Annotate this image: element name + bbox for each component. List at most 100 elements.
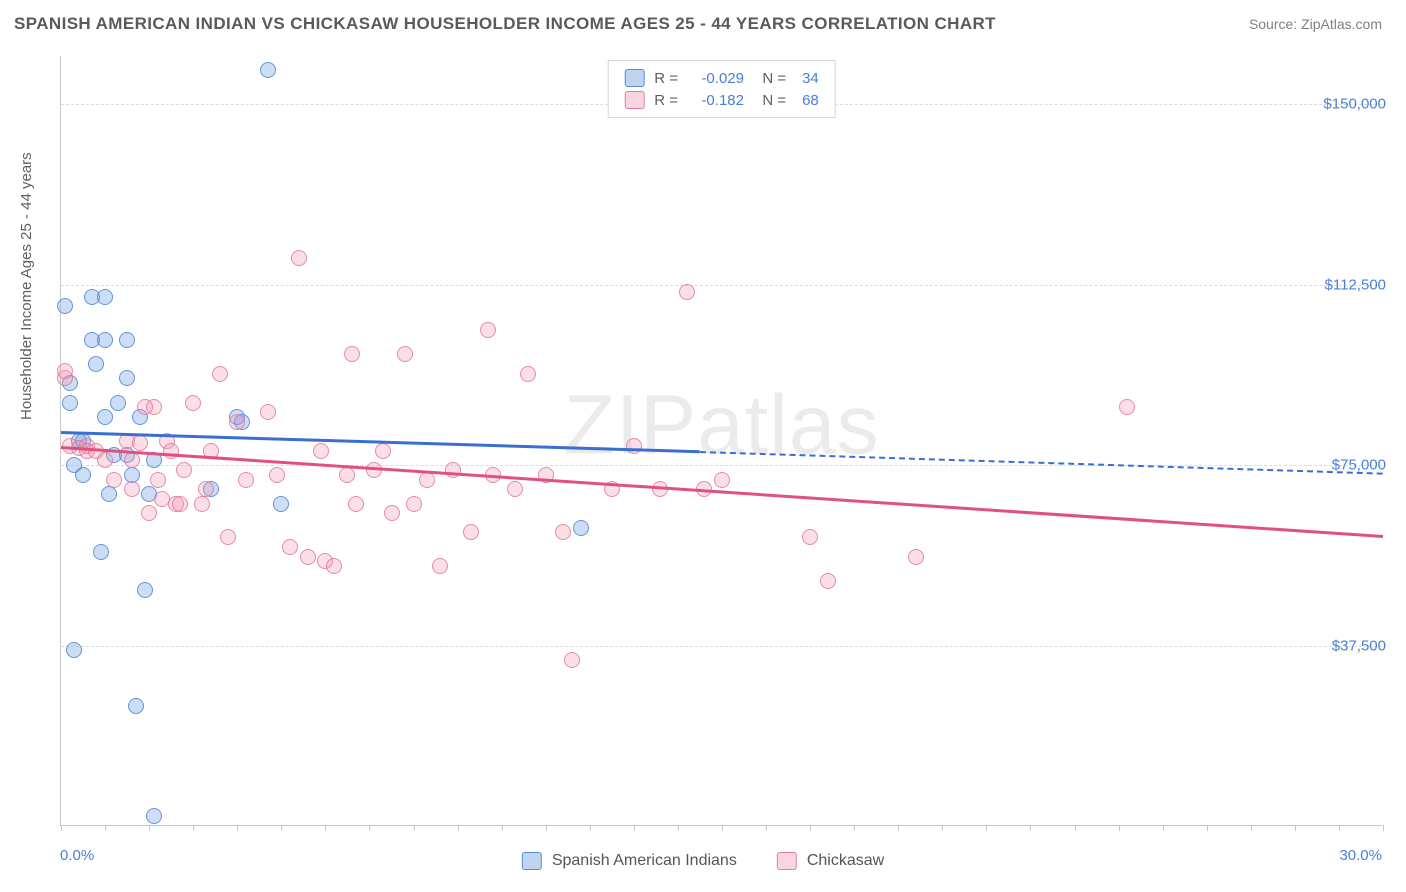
data-point-a <box>75 467 91 483</box>
y-axis-label: Householder Income Ages 25 - 44 years <box>18 152 35 420</box>
y-tick-label: $75,000 <box>1332 457 1386 474</box>
data-point-a <box>146 808 162 824</box>
data-point-a <box>128 698 144 714</box>
data-point-b <box>397 346 413 362</box>
y-tick-label: $37,500 <box>1332 637 1386 654</box>
swatch-a-icon <box>624 69 644 87</box>
source-label: Source: ZipAtlas.com <box>1249 16 1382 32</box>
x-axis-max-label: 30.0% <box>1339 847 1382 864</box>
x-tick <box>281 825 282 831</box>
x-tick <box>634 825 635 831</box>
n-label: N = <box>754 70 786 87</box>
x-axis-min-label: 0.0% <box>60 847 94 864</box>
data-point-a <box>137 582 153 598</box>
data-point-b <box>185 395 201 411</box>
data-point-a <box>62 395 78 411</box>
swatch-b-icon <box>777 852 797 870</box>
data-point-b <box>802 529 818 545</box>
r-label: R = <box>654 92 678 109</box>
stats-row-b: R = -0.182 N = 68 <box>624 89 819 111</box>
x-tick <box>502 825 503 831</box>
data-point-b <box>57 363 73 379</box>
swatch-b-icon <box>624 91 644 109</box>
x-tick <box>898 825 899 831</box>
y-tick-label: $150,000 <box>1323 96 1386 113</box>
legend-label-b: Chickasaw <box>807 852 884 870</box>
data-point-b <box>141 505 157 521</box>
data-point-b <box>229 414 245 430</box>
x-tick <box>810 825 811 831</box>
data-point-b <box>507 481 523 497</box>
x-tick <box>193 825 194 831</box>
x-tick <box>369 825 370 831</box>
x-tick <box>546 825 547 831</box>
data-point-b <box>260 404 276 420</box>
x-tick <box>678 825 679 831</box>
data-point-b <box>238 472 254 488</box>
data-point-b <box>220 529 236 545</box>
data-point-b <box>406 496 422 512</box>
data-point-b <box>626 438 642 454</box>
x-tick <box>942 825 943 831</box>
trend-line <box>61 446 1383 538</box>
data-point-b <box>326 558 342 574</box>
chart-header: SPANISH AMERICAN INDIAN VS CHICKASAW HOU… <box>0 0 1406 44</box>
data-point-a <box>97 409 113 425</box>
data-point-b <box>172 496 188 512</box>
x-tick <box>766 825 767 831</box>
x-tick <box>1251 825 1252 831</box>
x-tick <box>237 825 238 831</box>
data-point-a <box>57 298 73 314</box>
x-tick <box>105 825 106 831</box>
data-point-b <box>300 549 316 565</box>
data-point-b <box>463 524 479 540</box>
data-point-a <box>101 486 117 502</box>
x-tick <box>1163 825 1164 831</box>
n-value-b: 68 <box>802 92 819 109</box>
data-point-b <box>375 443 391 459</box>
chart-plot-area: ZIPatlas R = -0.029 N = 34 R = -0.182 N … <box>60 56 1382 826</box>
x-tick <box>590 825 591 831</box>
data-point-a <box>273 496 289 512</box>
data-point-b <box>124 452 140 468</box>
chart-title: SPANISH AMERICAN INDIAN VS CHICKASAW HOU… <box>14 14 996 34</box>
data-point-b <box>820 573 836 589</box>
x-tick <box>854 825 855 831</box>
data-point-b <box>445 462 461 478</box>
data-point-a <box>119 370 135 386</box>
data-point-b <box>1119 399 1135 415</box>
data-point-b <box>269 467 285 483</box>
data-point-b <box>282 539 298 555</box>
legend-item-b: Chickasaw <box>777 852 884 870</box>
data-point-a <box>66 642 82 658</box>
data-point-a <box>97 332 113 348</box>
r-value-b: -0.182 <box>688 92 744 109</box>
data-point-b <box>908 549 924 565</box>
data-point-b <box>124 481 140 497</box>
x-tick <box>986 825 987 831</box>
grid-line <box>61 646 1382 647</box>
data-point-b <box>132 435 148 451</box>
data-point-a <box>573 520 589 536</box>
data-point-a <box>88 356 104 372</box>
data-point-b <box>97 452 113 468</box>
r-value-a: -0.029 <box>688 70 744 87</box>
x-tick <box>1030 825 1031 831</box>
r-label: R = <box>654 70 678 87</box>
data-point-b <box>194 496 210 512</box>
n-value-a: 34 <box>802 70 819 87</box>
data-point-b <box>176 462 192 478</box>
data-point-b <box>291 250 307 266</box>
data-point-b <box>198 481 214 497</box>
data-point-a <box>110 395 126 411</box>
data-point-b <box>564 652 580 668</box>
x-tick <box>325 825 326 831</box>
x-tick <box>1295 825 1296 831</box>
x-tick <box>458 825 459 831</box>
x-tick <box>414 825 415 831</box>
correlation-stats-box: R = -0.029 N = 34 R = -0.182 N = 68 <box>607 60 836 118</box>
data-point-b <box>480 322 496 338</box>
data-point-a <box>93 544 109 560</box>
x-tick <box>1207 825 1208 831</box>
x-tick <box>1383 825 1384 831</box>
